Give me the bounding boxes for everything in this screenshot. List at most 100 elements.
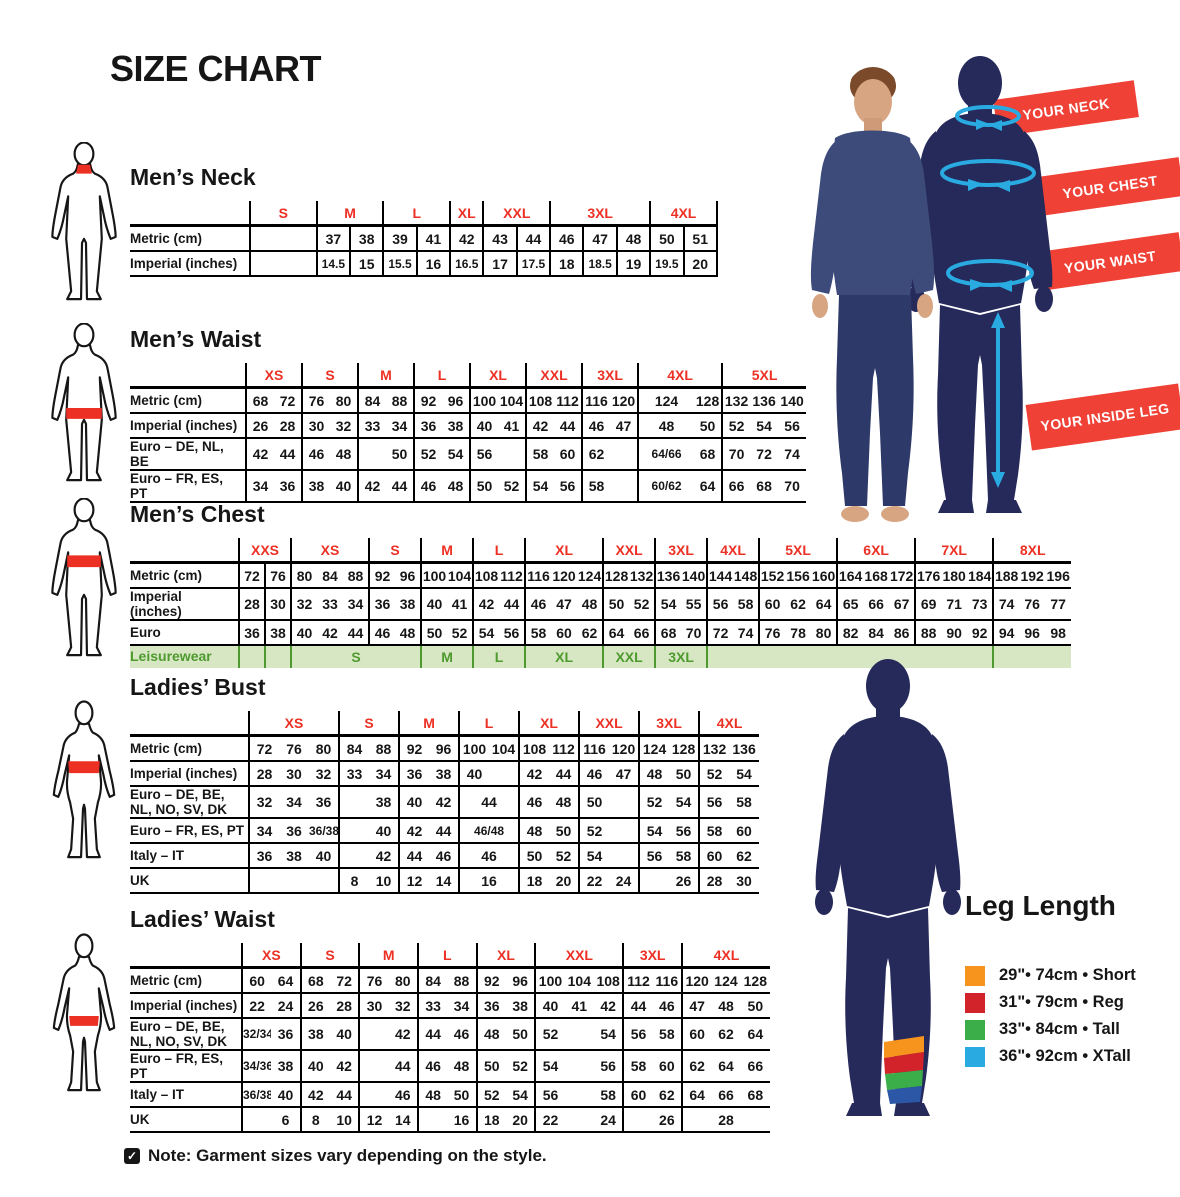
size-cell: 34 [343, 588, 370, 622]
size-cell: 58 [593, 1082, 624, 1109]
size-cell: 26 [669, 868, 700, 895]
size-cell [358, 1082, 389, 1109]
size-cell: 33 [357, 413, 386, 439]
size-cell: 48 [330, 438, 358, 472]
size-cell: 30 [301, 413, 330, 439]
legend-label: 33"• 84cm • Tall [999, 1020, 1120, 1038]
size-cell: 50 [386, 438, 415, 472]
size-cell: 73 [967, 588, 994, 622]
size-cell: 52 [698, 761, 730, 787]
size-cell: 64 [711, 1050, 741, 1084]
size-cell: 108 [525, 387, 555, 414]
size-cell: 54 [578, 843, 610, 870]
size-cell: 76 [263, 562, 292, 589]
thermal-man-illustration [810, 67, 935, 522]
size-cell: 36 [398, 761, 430, 787]
size-cell: 44 [515, 225, 551, 252]
size-cell: 96 [429, 735, 460, 762]
size-cell: 124 [577, 562, 604, 589]
size-cell: 54 [669, 786, 700, 820]
size-cell: 48 [577, 588, 604, 622]
size-cell: 78 [785, 620, 812, 647]
size-cell [240, 1107, 272, 1134]
size-header: XXL [482, 201, 551, 227]
size-cell: 32 [330, 413, 358, 439]
size-cell: 44 [429, 818, 460, 845]
size-cell: 40 [329, 1018, 360, 1052]
size-cell: 42 [525, 413, 555, 439]
size-cell: 108 [593, 967, 624, 994]
size-cell: 96 [395, 562, 422, 589]
size-cell: 124 [711, 967, 741, 994]
size-cell: 80 [388, 967, 418, 994]
note: ✓ Note: Garment sizes vary depending on … [124, 1146, 547, 1166]
size-cell: 120 [680, 967, 712, 994]
size-cell: 60 [680, 1018, 712, 1052]
size-cell: 34 [447, 993, 477, 1019]
size-cell: 42 [317, 620, 344, 647]
size-cell: 54 [593, 1018, 624, 1052]
legend-item: 31"• 79cm • Reg [965, 989, 1136, 1016]
size-cell: 46 [416, 1050, 448, 1084]
size-cell: 54 [534, 1050, 565, 1084]
size-cell: 84 [357, 387, 386, 414]
size-cell [357, 438, 386, 472]
note-text: Note: Garment sizes vary depending on th… [148, 1146, 547, 1165]
size-cell: 52 [505, 1050, 536, 1084]
size-cell: 50 [649, 225, 684, 252]
size-cell: 42 [593, 993, 624, 1019]
size-cell: 62 [711, 1018, 741, 1052]
size-cell: S [290, 645, 422, 669]
size-cell: 32/34 [240, 1018, 272, 1052]
size-cell: 68 [245, 387, 274, 414]
size-cell: 38 [395, 588, 422, 622]
size-header: L [382, 201, 451, 227]
size-cell [609, 843, 640, 870]
size-cell: 192 [1019, 562, 1046, 589]
size-cell: 52 [629, 588, 656, 622]
size-cell: 36 [413, 413, 443, 439]
size-cell: XL [524, 645, 604, 669]
size-cell: 52 [638, 786, 670, 820]
size-cell: 54 [472, 620, 500, 647]
size-cell [338, 843, 370, 870]
size-cell: 50 [505, 1018, 536, 1052]
size-cell: 52 [498, 470, 527, 504]
size-cell: 60 [698, 843, 730, 870]
size-cell: 84 [863, 620, 890, 647]
size-cell: 72 [750, 438, 779, 472]
size-cell [358, 1018, 389, 1052]
leg-length-title: Leg Length [965, 890, 1116, 921]
ladies-waist-section: Ladies’ Waist XS S M L XL XXL 3XL 4XL Metric (cm)… [130, 906, 770, 1134]
size-header: 4XL [680, 943, 770, 969]
size-cell: 104 [447, 562, 474, 589]
size-cell: 48 [711, 993, 741, 1019]
size-cell: 44 [398, 843, 430, 870]
size-cell: 46 [524, 588, 552, 622]
size-cell: 48 [637, 413, 695, 439]
size-cell: 56 [669, 818, 700, 845]
size-cell: 128 [694, 387, 723, 414]
size-cell: 68 [750, 470, 779, 504]
row-label: Euro – FR, ES, PT [130, 470, 246, 504]
size-cell [498, 438, 527, 472]
size-cell: 42 [449, 225, 484, 252]
size-cell: 24 [609, 868, 640, 895]
legend-item: 36"• 92cm • XTall [965, 1043, 1136, 1070]
size-cell: 30 [279, 761, 309, 787]
page-title: SIZE CHART [110, 48, 322, 89]
size-cell: 10 [329, 1107, 360, 1134]
size-cell: 17 [482, 251, 517, 277]
size-header: XXL [534, 943, 624, 969]
size-cell: 16 [415, 251, 451, 277]
size-cell: 52 [549, 843, 580, 870]
size-cell: 92 [967, 620, 994, 647]
size-cell: 40 [290, 620, 318, 647]
size-header: M [358, 943, 418, 969]
row-label: UK [130, 1107, 242, 1134]
size-cell: 46 [518, 786, 550, 820]
size-cell: 88 [386, 387, 415, 414]
size-cell: 42 [369, 843, 400, 870]
size-cell: 22 [578, 868, 610, 895]
short-color-swatch [965, 965, 985, 986]
